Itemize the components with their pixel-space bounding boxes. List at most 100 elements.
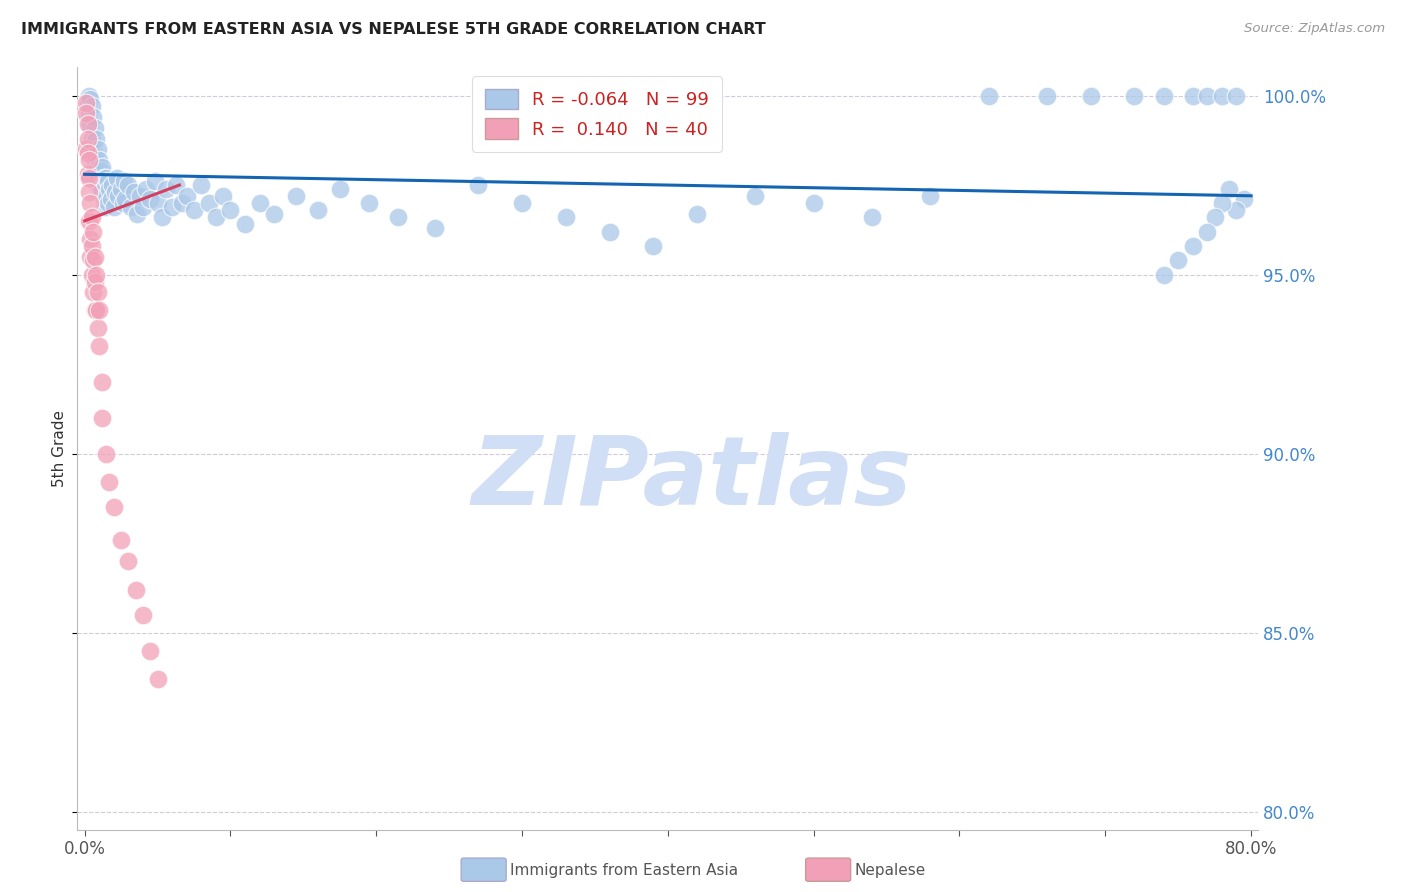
Point [98,181,121,195]
Point [1181,239,1204,253]
Point [80,268,103,282]
Point [212,189,235,203]
Point [467,178,489,192]
Point [82,285,104,300]
Point [249,196,271,211]
Point [860,211,883,225]
Point [1233,193,1256,207]
Point [76,145,98,160]
Point [155,181,177,195]
Point [1204,211,1226,225]
Point [100,193,122,207]
Point [554,211,576,225]
Point [77,106,100,120]
Point [139,643,162,657]
Point [197,196,219,211]
Point [166,178,188,192]
Point [96,170,118,185]
Point [80,211,103,225]
Point [84,268,107,282]
Point [75,95,97,110]
Point [91,375,114,389]
Point [1197,88,1219,103]
Point [76,117,98,131]
Y-axis label: 5th Grade: 5th Grade [52,409,66,487]
Point [146,672,169,686]
Point [285,189,308,203]
Point [84,131,107,145]
Point [1225,203,1247,218]
Point [1197,225,1219,239]
Point [1036,88,1059,103]
Point [122,185,145,199]
Point [977,88,1000,103]
Point [129,189,152,203]
Point [114,193,136,207]
Point [107,189,129,203]
Point [111,196,134,211]
Point [1167,253,1189,268]
Point [357,196,380,211]
Point [96,447,118,461]
Point [76,131,98,145]
Point [103,200,125,214]
Point [101,178,124,192]
Point [183,203,205,218]
Point [79,92,101,106]
Point [82,142,104,156]
Point [150,211,173,225]
Point [139,193,162,207]
Point [1181,88,1204,103]
Point [77,214,100,228]
Point [90,163,112,178]
Point [79,117,101,131]
Point [76,167,98,181]
Point [1080,88,1102,103]
Text: IMMIGRANTS FROM EASTERN ASIA VS NEPALESE 5TH GRADE CORRELATION CHART: IMMIGRANTS FROM EASTERN ASIA VS NEPALESE… [21,22,766,37]
Point [105,170,128,185]
Point [80,131,103,145]
Point [89,153,111,167]
Point [263,207,285,221]
Legend: R = -0.064   N = 99, R =  0.140   N = 40: R = -0.064 N = 99, R = 0.140 N = 40 [472,76,721,152]
Point [79,232,101,246]
Point [104,185,127,199]
Point [110,533,132,547]
Point [1211,196,1233,211]
Point [97,174,120,188]
Point [1153,268,1175,282]
Point [82,253,104,268]
Point [599,225,621,239]
Point [160,200,183,214]
Point [117,554,139,568]
Point [172,196,194,211]
Point [80,99,103,113]
Point [1123,88,1146,103]
Point [91,181,114,195]
Point [79,250,101,264]
Point [94,178,117,192]
Point [77,153,100,167]
Point [124,582,146,597]
Point [219,203,242,218]
Text: Nepalese: Nepalese [855,863,927,878]
Point [83,275,105,289]
Point [920,189,942,203]
Point [103,500,125,515]
Point [803,196,825,211]
Point [146,196,169,211]
Point [90,185,112,199]
Point [117,178,139,192]
Point [84,163,107,178]
Point [205,211,228,225]
Point [91,160,114,174]
Point [87,321,110,335]
Text: Immigrants from Eastern Asia: Immigrants from Eastern Asia [510,863,738,878]
Point [93,170,115,185]
Point [135,181,157,195]
Point [77,185,100,199]
Point [77,170,100,185]
Point [75,142,97,156]
Point [1211,88,1233,103]
Point [120,200,142,214]
